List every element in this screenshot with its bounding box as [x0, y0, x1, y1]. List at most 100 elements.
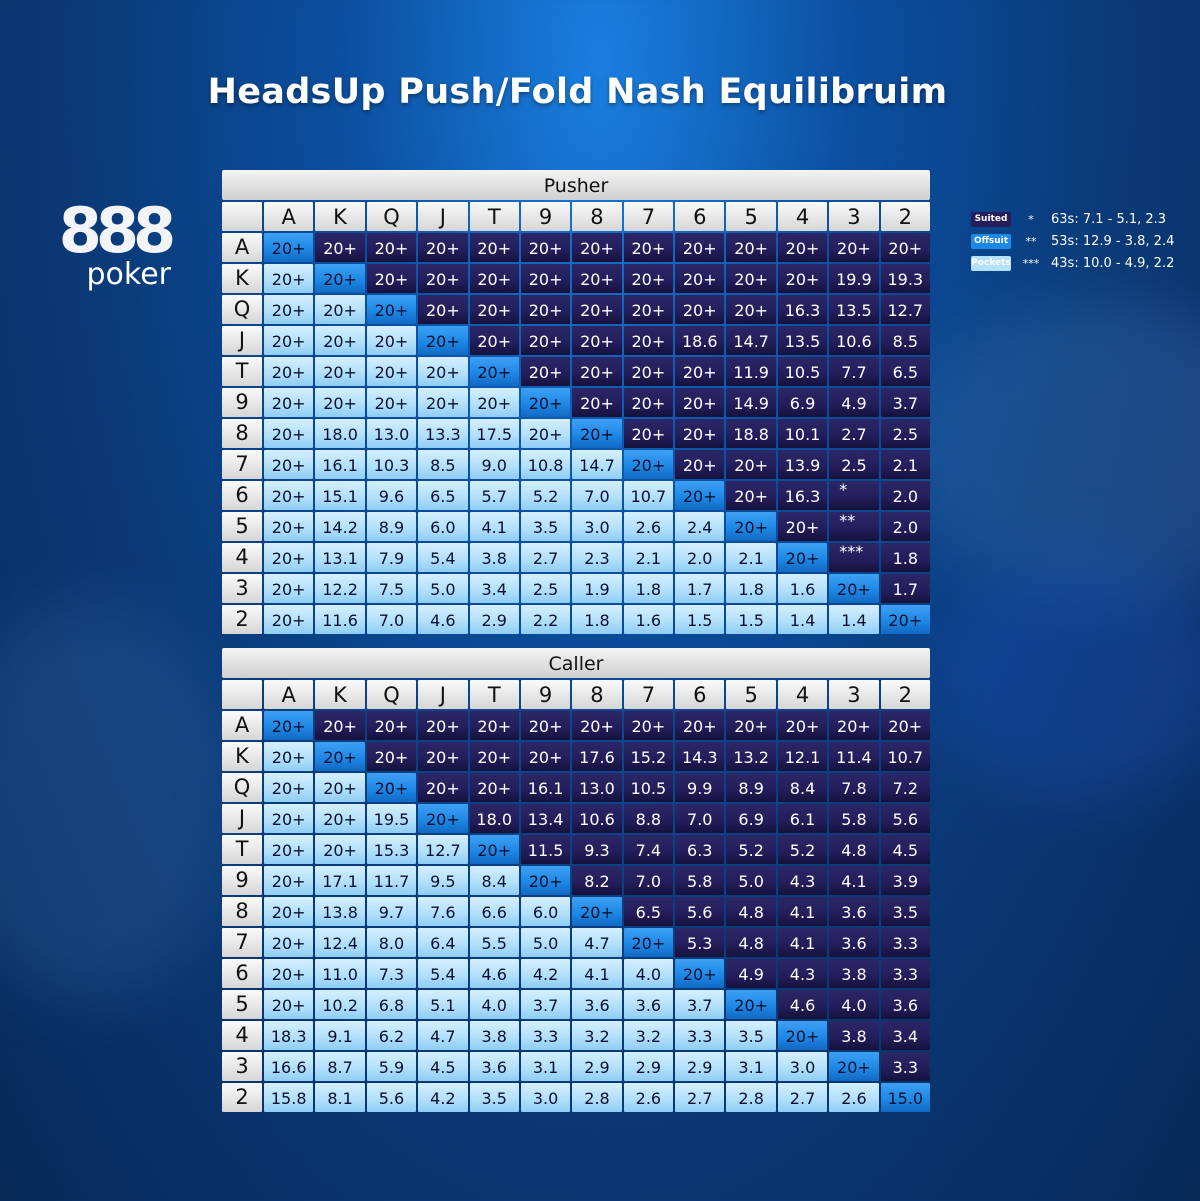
- hand-cell-offsuit: 11.7: [366, 866, 417, 895]
- hand-cell-suited: 20+: [572, 233, 622, 262]
- hand-cell-pocket: 20+: [572, 419, 622, 448]
- hand-cell-suited: 16.3: [777, 295, 828, 324]
- column-header: T: [469, 202, 519, 231]
- hand-cell-suited: 4.9: [726, 959, 776, 988]
- hand-cell-offsuit: 7.9: [366, 543, 417, 572]
- hand-cell-suited: 20+: [418, 773, 468, 802]
- hand-cell-suited: 3.8: [829, 1021, 879, 1050]
- hand-cell-offsuit: 3.7: [675, 990, 725, 1019]
- hand-cell-offsuit: 1.6: [777, 574, 828, 603]
- hand-cell-suited: 20+: [469, 264, 519, 293]
- hand-cell-suited: 20+: [623, 295, 674, 324]
- hand-cell-offsuit: 3.1: [726, 1052, 776, 1081]
- row-header: 5: [222, 990, 262, 1019]
- hand-cell-suited: 11.4: [829, 742, 879, 771]
- hand-cell-suited: 15.2: [623, 742, 674, 771]
- row-header: 9: [222, 866, 262, 895]
- hand-cell-offsuit: 7.5: [366, 574, 417, 603]
- row-header: 3: [222, 1052, 262, 1081]
- hand-cell-suited: 20+: [520, 326, 571, 355]
- hand-cell-offsuit: 8.1: [315, 1083, 365, 1112]
- hand-cell-suited: 6.1: [777, 804, 828, 833]
- hand-cell-offsuit: 2.4: [675, 512, 725, 541]
- hand-cell-offsuit: 1.4: [829, 605, 879, 634]
- hand-cell-offsuit: 4.2: [520, 959, 571, 988]
- hand-cell-offsuit: 20+: [264, 928, 314, 957]
- hand-cell-offsuit: 16.1: [315, 450, 365, 479]
- hand-cell-offsuit: 1.4: [777, 605, 828, 634]
- hand-cell-offsuit: 5.5: [469, 928, 519, 957]
- hand-cell-suited: 3.6: [829, 928, 879, 957]
- hand-cell-suited: 20+: [726, 233, 776, 262]
- hand-cell-suited: 4.1: [829, 866, 879, 895]
- hand-cell-suited: 13.0: [572, 773, 622, 802]
- corner-cell: [222, 680, 262, 709]
- column-header: T: [469, 680, 519, 709]
- hand-cell-offsuit: 1.8: [726, 574, 776, 603]
- hand-cell-pocket: 20+: [726, 512, 776, 541]
- hand-cell-suited: 20+: [469, 773, 519, 802]
- hand-cell-suited: 20+: [418, 711, 468, 740]
- hand-cell-offsuit: 4.7: [418, 1021, 468, 1050]
- hand-cell-pocket: 20+: [829, 574, 879, 603]
- column-header: J: [418, 202, 468, 231]
- row-header: 9: [222, 388, 262, 417]
- hand-cell-offsuit: 10.3: [366, 450, 417, 479]
- page-title: HeadsUp Push/Fold Nash Equilibruim: [207, 72, 948, 112]
- hand-cell-suited: 11.5: [520, 835, 571, 864]
- row-header: A: [222, 711, 262, 740]
- hand-cell-pocket: 20+: [469, 835, 519, 864]
- hand-cell-offsuit: 2.7: [520, 543, 571, 572]
- hand-cell-suited: 2.5: [880, 419, 930, 448]
- hand-cell-offsuit: 17.5: [469, 419, 519, 448]
- hand-cell-pocket: 20+: [418, 326, 468, 355]
- hand-cell-offsuit: 6.8: [366, 990, 417, 1019]
- column-header: 9: [520, 680, 571, 709]
- hand-cell-offsuit: 5.2: [520, 481, 571, 510]
- legend: Suited * 63s: 7.1 - 5.1, 2.3 Offsuit ** …: [971, 208, 1174, 274]
- hand-cell-suited: 13.4: [520, 804, 571, 833]
- hand-cell-offsuit: 20+: [264, 481, 314, 510]
- hand-cell-suited: 2.5: [829, 450, 879, 479]
- column-header: 7: [623, 680, 674, 709]
- hand-cell-suited: 4.3: [777, 959, 828, 988]
- hand-cell-offsuit: 2.7: [777, 1083, 828, 1112]
- hand-cell-suited: 20+: [675, 357, 725, 386]
- hand-cell-pocket: 15.0: [880, 1083, 930, 1112]
- legend-chip-pockets: Pockets: [971, 255, 1011, 271]
- hand-cell-suited: 5.2: [777, 835, 828, 864]
- hand-cell-offsuit: 20+: [264, 264, 314, 293]
- hand-cell-suited: 20+: [675, 388, 725, 417]
- hand-cell-suited: 13.5: [777, 326, 828, 355]
- hand-cell-offsuit: 20+: [264, 990, 314, 1019]
- hand-cell-suited: 4.1: [777, 897, 828, 926]
- hand-cell-offsuit: 2.9: [572, 1052, 622, 1081]
- legend-note: 43s: 10.0 - 4.9, 2.2: [1051, 255, 1175, 271]
- hand-cell-suited: 3.3: [880, 928, 930, 957]
- hand-cell-suited: 19.9: [829, 264, 879, 293]
- hand-cell-suited: 10.6: [572, 804, 622, 833]
- legend-mark: *: [1028, 212, 1034, 226]
- hand-cell-suited: 3.9: [880, 866, 930, 895]
- hand-cell-suited: 20+: [572, 295, 622, 324]
- hand-cell-offsuit: 20+: [264, 959, 314, 988]
- hand-cell-suited: 8.4: [777, 773, 828, 802]
- row-header: 6: [222, 481, 262, 510]
- legend-chip-offsuit: Offsuit: [971, 233, 1011, 249]
- row-header: K: [222, 264, 262, 293]
- hand-cell-offsuit: 10.8: [520, 450, 571, 479]
- hand-cell-offsuit: 13.3: [418, 419, 468, 448]
- row-header: 8: [222, 897, 262, 926]
- column-header: Q: [366, 202, 417, 231]
- hand-cell-suited: 8.8: [623, 804, 674, 833]
- hand-cell-offsuit: 2.1: [726, 543, 776, 572]
- hand-cell-suited: 16.3: [777, 481, 828, 510]
- hand-cell-offsuit: 4.1: [572, 959, 622, 988]
- hand-cell-suited: 2.0: [880, 481, 930, 510]
- hand-cell-offsuit: 2.9: [675, 1052, 725, 1081]
- column-header: 2: [880, 202, 930, 231]
- hand-cell-offsuit: 6.2: [366, 1021, 417, 1050]
- hand-cell-suited: **: [829, 512, 879, 541]
- hand-cell-suited: 10.5: [777, 357, 828, 386]
- hand-cell-offsuit: 20+: [315, 326, 365, 355]
